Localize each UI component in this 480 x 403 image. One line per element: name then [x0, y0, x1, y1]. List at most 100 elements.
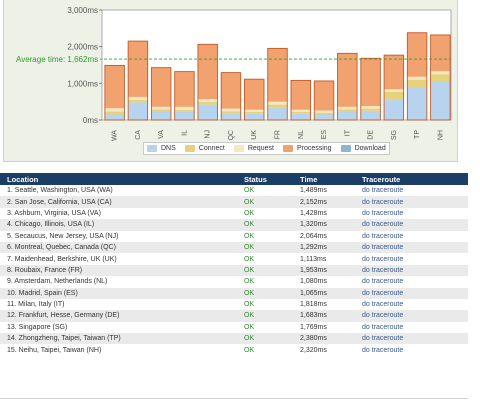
- table-row: 11. Milan, Italy (IT) OK 1,818ms do tracero…: [0, 299, 468, 310]
- bar-outline: [220, 72, 242, 121]
- chart-legend: DNS Connect Request Processing Download: [143, 142, 390, 155]
- bar-segment-dns: [174, 111, 195, 120]
- location-cell: 15. Neihu, Taipei, Taiwan (NH): [7, 346, 102, 354]
- legend-swatch-icon: [233, 145, 244, 152]
- x-tick-label: SG: [391, 130, 398, 140]
- traceroute-cell: do traceroute: [355, 322, 468, 333]
- traceroute-link[interactable]: do traceroute: [362, 323, 404, 331]
- bar-segment-dns: [221, 113, 241, 120]
- status-cell: OK: [237, 196, 293, 208]
- bar-segment-processing: [104, 65, 125, 109]
- time-cell: 1,080ms: [300, 278, 327, 286]
- bar-segment-connect: [290, 111, 311, 114]
- bar-segment-request: [128, 96, 148, 100]
- table-row: 7. Maidenhead, Berkshire, UK (UK) OK 1,113…: [0, 253, 468, 264]
- traceroute-cell: do traceroute: [355, 196, 468, 208]
- traceroute-link[interactable]: do traceroute: [362, 221, 404, 229]
- bar-segment-processing: [337, 53, 358, 107]
- time-cell: 1,953ms: [293, 264, 355, 277]
- bar-segment-request: [174, 106, 195, 110]
- bar-segment-request: [384, 89, 404, 92]
- bar-segment-request: [407, 76, 427, 80]
- traceroute-link[interactable]: do traceroute: [362, 266, 404, 274]
- location-cell: 9. Amsterdam, Netherlands (NL): [7, 278, 108, 286]
- traceroute-link[interactable]: do traceroute: [362, 301, 404, 309]
- bar-segment-processing: [290, 80, 311, 110]
- traceroute-link[interactable]: do traceroute: [362, 187, 404, 195]
- traceroute-link[interactable]: do traceroute: [362, 335, 404, 343]
- table-row: 14. Zhongzheng, Taipei, Taiwan (TP) OK 2,3…: [0, 333, 468, 345]
- traceroute-link[interactable]: do traceroute: [362, 312, 404, 320]
- chart-panel: 3,000ms 2,000ms 1,000ms 0ms WA CA VA IL NJ QC UK FR…: [3, 0, 458, 162]
- column-header-traceroute: Traceroute: [355, 173, 468, 185]
- time-cell: 1,489ms: [300, 187, 327, 195]
- legend-label: Processing: [296, 145, 332, 152]
- bar-segment-connect: [244, 111, 265, 114]
- bar-segment-request: [360, 106, 381, 109]
- bar-segment-request: [221, 108, 241, 112]
- traceroute-link[interactable]: do traceroute: [362, 278, 404, 286]
- legend-label: Download: [354, 145, 386, 152]
- traceroute-link[interactable]: do traceroute: [362, 232, 404, 240]
- x-tick-label: FR: [275, 130, 282, 139]
- x-tick-label: NL: [298, 130, 305, 139]
- table-header-row: Location Status Time Traceroute: [0, 173, 468, 185]
- bar-segment-connect: [104, 111, 125, 115]
- y-tick-label: 2,000ms: [67, 43, 98, 52]
- location-cell: 14. Zhongzheng, Taipei, Taiwan (TP): [0, 333, 237, 345]
- time-cell: 1,683ms: [293, 310, 355, 322]
- bar-outline: [150, 67, 172, 121]
- x-tick-label: CA: [135, 130, 142, 140]
- table-row: 2. San Jose, California, USA (CA) OK 2,152…: [0, 196, 468, 208]
- bar-segment-connect: [221, 111, 241, 114]
- traceroute-link[interactable]: do traceroute: [362, 346, 404, 354]
- column-header-status: Status: [237, 173, 293, 185]
- traceroute-link[interactable]: do traceroute: [362, 255, 404, 263]
- location-cell: 7. Maidenhead, Berkshire, UK (UK): [7, 255, 117, 263]
- time-cell: 1,292ms: [293, 241, 355, 254]
- bar-segment-dns: [407, 87, 427, 120]
- bar-segment-processing: [221, 72, 241, 109]
- bar-segment-processing: [244, 79, 265, 110]
- bar-outline: [127, 40, 149, 121]
- bar-segment-processing: [197, 44, 218, 100]
- traceroute-link[interactable]: do traceroute: [362, 209, 404, 217]
- table-row: 15. Neihu, Taipei, Taiwan (NH) OK 2,320ms d…: [0, 344, 468, 355]
- status-cell: OK: [244, 232, 255, 240]
- bar-segment-processing: [407, 32, 427, 77]
- bar-segment-dns: [151, 111, 171, 120]
- table-row: 3. Ashburn, Virginia, USA (VA) OK 1,428ms d…: [0, 208, 468, 219]
- time-cell: 2,064ms: [300, 232, 327, 240]
- legend-swatch-icon: [282, 145, 293, 152]
- traceroute-link[interactable]: do traceroute: [362, 198, 404, 206]
- x-tick-label: NJ: [205, 130, 212, 139]
- y-tick-label: 3,000ms: [67, 6, 98, 15]
- x-tick-label: DE: [368, 130, 375, 140]
- x-tick-label: IT: [344, 129, 351, 136]
- bar-segment-dns: [430, 81, 451, 120]
- column-header-time: Time: [293, 173, 355, 185]
- status-cell: OK: [237, 287, 293, 299]
- bar-segment-connect: [128, 99, 148, 103]
- time-cell: 2,320ms: [300, 346, 327, 354]
- legend-swatch-icon: [147, 145, 157, 152]
- traceroute-link[interactable]: do traceroute: [362, 289, 404, 297]
- bar-segment-processing: [174, 71, 195, 107]
- bar-outline: [383, 54, 405, 121]
- status-cell: OK: [237, 333, 293, 345]
- traceroute-link[interactable]: do traceroute: [362, 244, 404, 252]
- status-cell: OK: [244, 187, 255, 195]
- table-bottom-border: [0, 398, 468, 399]
- bar-segment-dns: [290, 113, 311, 120]
- table-row: 1. Seattle, Washington, USA (WA) OK 1,489m…: [0, 185, 468, 196]
- status-cell: OK: [244, 301, 255, 309]
- table-row: 5. Secaucus, New Jersey, USA (NJ) OK 2,064…: [0, 231, 468, 242]
- bar-outline: [430, 34, 451, 121]
- bar-segment-dns: [337, 111, 358, 120]
- x-tick-label: NH: [437, 130, 444, 140]
- traceroute-cell: do traceroute: [355, 219, 468, 231]
- average-time-label: Average time: 1,662ms: [16, 55, 98, 64]
- location-cell: 13. Singapore (SG): [7, 323, 68, 331]
- legend-swatch-icon: [184, 145, 195, 152]
- traceroute-cell: do traceroute: [355, 231, 468, 242]
